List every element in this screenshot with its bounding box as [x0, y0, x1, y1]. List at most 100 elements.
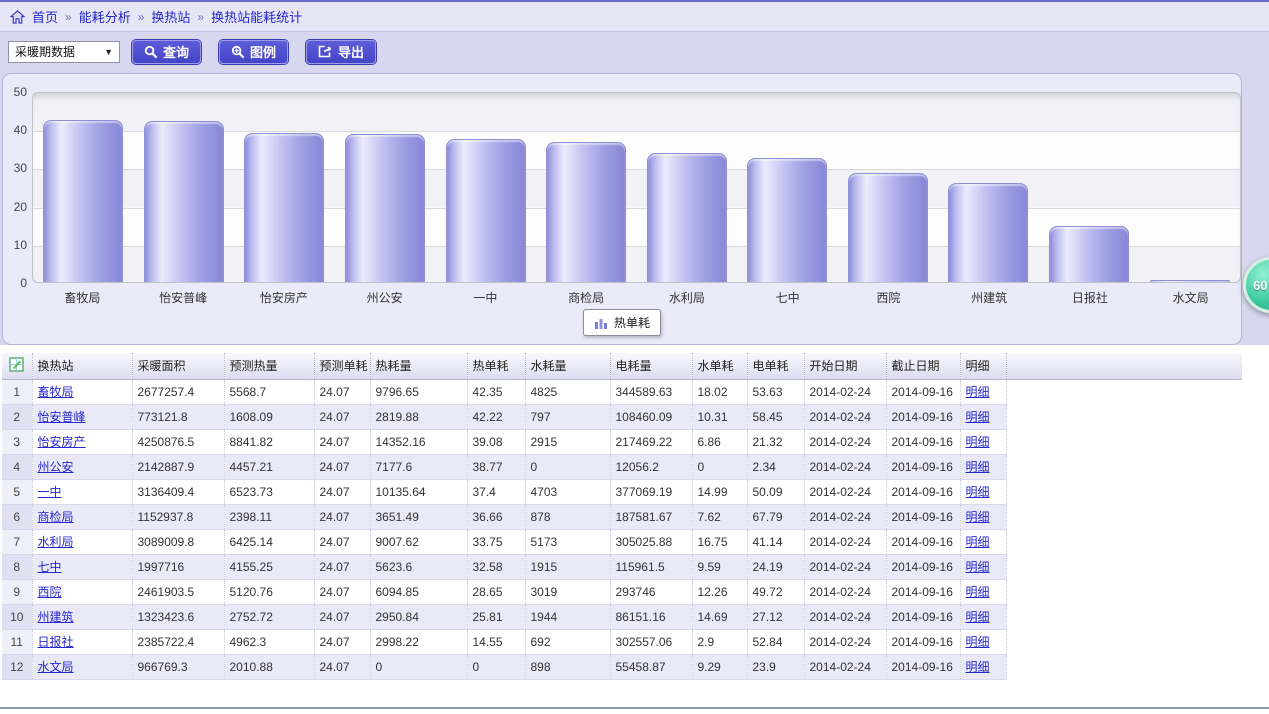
station-link[interactable]: 州公安 — [37, 460, 74, 474]
edit-grid-icon[interactable] — [9, 357, 24, 372]
col-header-heat[interactable]: 热耗量 — [370, 353, 468, 380]
col-header-pred-heat[interactable]: 预测热量 — [224, 353, 315, 380]
station-link[interactable]: 怡安普峰 — [37, 410, 86, 424]
row-filler — [1006, 604, 1242, 629]
breadcrumb-item[interactable]: 能耗分析 — [78, 10, 131, 25]
data-cell: 24.07 — [314, 479, 371, 505]
data-cell: 38.77 — [467, 454, 526, 480]
bar-七中[interactable] — [747, 157, 828, 282]
detail-cell: 明细 — [960, 654, 1007, 680]
bar-一中[interactable] — [445, 139, 526, 282]
col-header-detail[interactable]: 明细 — [960, 353, 1007, 380]
station-link[interactable]: 畜牧局 — [37, 385, 74, 399]
table-row: 12 水文局 966769.3 2010.88 24.07 0 0 898 55458.87 9.… — [2, 654, 1242, 680]
top-accent-line — [0, 0, 1269, 2]
bar-怡安普峰[interactable] — [143, 120, 224, 282]
col-header-elec[interactable]: 电耗量 — [610, 353, 693, 380]
bar-州建筑[interactable] — [948, 183, 1029, 282]
detail-link[interactable]: 明细 — [965, 610, 990, 624]
data-cell: 12056.2 — [610, 454, 693, 480]
bar-商检局[interactable] — [546, 141, 627, 282]
station-link[interactable]: 水利局 — [37, 535, 74, 549]
data-cell: 115961.5 — [610, 554, 693, 580]
bar-slot — [636, 153, 737, 282]
bar-日报社[interactable] — [1049, 226, 1130, 282]
detail-link[interactable]: 明细 — [965, 560, 990, 574]
detail-link[interactable]: 明细 — [965, 535, 990, 549]
col-header-water-unit[interactable]: 水单耗 — [692, 353, 748, 380]
data-cell: 24.07 — [314, 404, 371, 430]
x-axis-label: 水利局 — [668, 291, 705, 305]
data-cell: 32.58 — [467, 554, 526, 580]
bar-slot — [938, 183, 1039, 282]
breadcrumb-item[interactable]: 首页 — [32, 10, 59, 25]
data-cell: 2014-02-24 — [804, 529, 887, 555]
col-header-elec-unit[interactable]: 电单耗 — [747, 353, 805, 380]
breadcrumb: 首页 » 能耗分析 » 换热站 » 换热站能耗统计 — [0, 2, 1269, 32]
col-header-water[interactable]: 水耗量 — [525, 353, 611, 380]
bar-州公安[interactable] — [345, 133, 426, 282]
station-cell: 商检局 — [32, 504, 133, 530]
col-header-heat-unit[interactable]: 热单耗 — [467, 353, 526, 380]
row-number: 11 — [2, 629, 33, 655]
home-icon[interactable] — [10, 9, 25, 24]
data-cell: 24.07 — [314, 454, 371, 480]
row-filler — [1006, 479, 1242, 504]
breadcrumb-item[interactable]: 换热站能耗统计 — [211, 10, 303, 25]
chart-legend[interactable]: 热单耗 — [582, 309, 661, 336]
col-header-station[interactable]: 换热站 — [32, 353, 133, 380]
detail-link[interactable]: 明细 — [965, 510, 990, 524]
detail-cell: 明细 — [960, 429, 1007, 455]
station-link[interactable]: 怡安房产 — [37, 435, 86, 449]
row-filler — [1006, 404, 1242, 429]
detail-link[interactable]: 明细 — [965, 585, 990, 599]
station-link[interactable]: 水文局 — [37, 660, 74, 674]
data-cell: 1152937.8 — [132, 504, 225, 530]
detail-link[interactable]: 明细 — [965, 635, 990, 649]
col-header-end-date[interactable]: 截止日期 — [886, 353, 961, 380]
station-link[interactable]: 一中 — [37, 485, 62, 499]
station-link[interactable]: 州建筑 — [37, 610, 74, 624]
data-cell: 3651.49 — [370, 504, 468, 530]
detail-link[interactable]: 明细 — [965, 460, 990, 474]
station-link[interactable]: 西院 — [37, 585, 62, 599]
data-cell: 2142887.9 — [132, 454, 225, 480]
period-select[interactable]: 采暖期数据 ▼ — [8, 40, 120, 63]
data-cell: 24.19 — [747, 554, 805, 580]
table-row: 2 怡安普峰 773121.8 1608.09 24.07 2819.88 42.22 797… — [2, 404, 1242, 430]
station-link[interactable]: 商检局 — [37, 510, 74, 524]
data-cell: 4457.21 — [224, 454, 315, 480]
table-row: 4 州公安 2142887.9 4457.21 24.07 7177.6 38.77 0 120… — [2, 454, 1242, 480]
station-cell: 西院 — [32, 579, 133, 605]
data-cell: 2398.11 — [224, 504, 315, 530]
detail-link[interactable]: 明细 — [965, 485, 990, 499]
bar-水文局[interactable] — [1149, 280, 1230, 282]
data-cell: 2014-09-16 — [886, 654, 961, 680]
bar-怡安房产[interactable] — [244, 132, 325, 282]
data-cell: 3089009.8 — [132, 529, 225, 555]
station-link[interactable]: 日报社 — [37, 635, 74, 649]
col-header-pred-unit[interactable]: 预测单耗 — [314, 353, 371, 380]
query-button-label: 查询 — [163, 45, 190, 60]
data-cell: 2014-09-16 — [886, 554, 961, 580]
x-axis-label: 商检局 — [568, 291, 605, 305]
export-button[interactable]: 导出 — [306, 39, 377, 64]
detail-link[interactable]: 明细 — [965, 660, 990, 674]
data-cell: 2014-09-16 — [886, 604, 961, 630]
data-cell: 898 — [525, 654, 611, 680]
detail-link[interactable]: 明细 — [965, 410, 990, 424]
col-header-area[interactable]: 采暖面积 — [132, 353, 225, 380]
bar-水利局[interactable] — [646, 153, 727, 282]
col-header-start-date[interactable]: 开始日期 — [804, 353, 887, 380]
bar-西院[interactable] — [847, 172, 928, 282]
breadcrumb-item[interactable]: 换热站 — [151, 10, 191, 25]
detail-link[interactable]: 明细 — [965, 435, 990, 449]
station-link[interactable]: 七中 — [37, 560, 62, 574]
legend-button[interactable]: 图例 — [219, 39, 289, 64]
data-cell: 58.45 — [747, 404, 805, 430]
bar-畜牧局[interactable] — [43, 120, 124, 282]
detail-link[interactable]: 明细 — [965, 385, 990, 399]
x-axis-label: 州公安 — [366, 291, 403, 305]
query-button[interactable]: 查询 — [132, 39, 202, 64]
data-cell: 24.07 — [314, 579, 371, 605]
